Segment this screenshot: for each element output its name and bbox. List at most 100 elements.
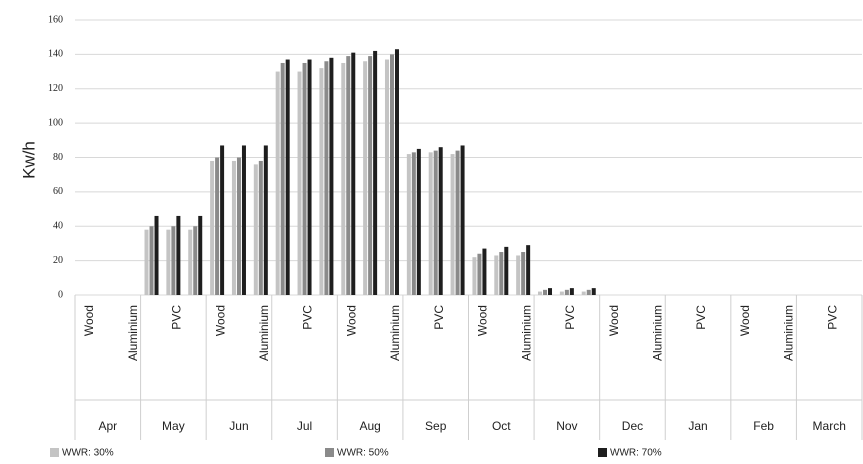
bar — [548, 288, 553, 295]
x-tick-label: Aluminium — [650, 305, 664, 361]
y-tick-label: 120 — [48, 83, 63, 94]
legend-label: WWR: 70% — [610, 448, 662, 459]
bar — [460, 145, 465, 295]
x-tick-label: Wood — [738, 305, 752, 336]
bar — [389, 54, 394, 295]
bar — [494, 255, 499, 295]
y-tick-label: 140 — [48, 49, 63, 60]
bar — [516, 255, 521, 295]
bar — [324, 61, 329, 295]
bar — [341, 62, 346, 295]
x-tick-label: PVC — [694, 305, 708, 330]
legend-label: WWR: 50% — [337, 448, 389, 459]
bar — [171, 226, 176, 295]
x-tick-label: Aluminium — [257, 305, 271, 361]
x-tick-label: Aluminium — [388, 305, 402, 361]
y-tick-label: 0 — [58, 289, 63, 300]
month-label: Feb — [753, 419, 774, 433]
bar — [564, 289, 569, 295]
bar — [210, 160, 215, 295]
bar — [477, 253, 482, 295]
x-tick-label: Wood — [476, 305, 490, 336]
bar — [504, 246, 509, 295]
bar — [176, 215, 181, 295]
y-tick-label: 60 — [53, 186, 63, 197]
bar — [569, 288, 574, 295]
bar — [275, 71, 280, 295]
bar — [329, 57, 334, 295]
month-label: Nov — [556, 419, 577, 433]
bar — [368, 56, 373, 295]
bar — [521, 252, 526, 295]
bar — [394, 49, 399, 295]
legend-label: WWR: 30% — [62, 448, 114, 459]
month-label: Dec — [622, 419, 643, 433]
y-tick-label: 100 — [48, 117, 63, 128]
y-tick-label: 40 — [53, 221, 63, 232]
x-tick-label: PVC — [170, 305, 184, 330]
bar — [302, 62, 307, 295]
bar — [351, 52, 356, 295]
bar — [482, 248, 487, 295]
x-tick-label: Aluminium — [126, 305, 140, 361]
bar — [373, 50, 378, 295]
x-tick-label: PVC — [301, 305, 315, 330]
x-tick-label: Aluminium — [782, 305, 796, 361]
bar — [499, 252, 504, 295]
bar — [297, 71, 302, 295]
month-label: Oct — [492, 419, 511, 433]
bar — [215, 157, 220, 295]
bar — [285, 59, 290, 295]
bar — [455, 150, 460, 295]
bar — [236, 157, 241, 295]
bar — [406, 154, 411, 295]
bar — [384, 59, 389, 295]
bar — [581, 291, 586, 295]
bar — [198, 215, 203, 295]
month-label: May — [162, 419, 185, 433]
bar — [154, 215, 159, 295]
bar — [280, 62, 285, 295]
x-tick-label: Aluminium — [519, 305, 533, 361]
bar — [591, 288, 596, 295]
bar — [144, 229, 149, 295]
bar — [538, 291, 543, 295]
bar — [307, 59, 312, 295]
y-tick-label: 160 — [48, 14, 63, 25]
y-tick-label: 80 — [53, 152, 63, 163]
month-label: Sep — [425, 419, 447, 433]
bar — [193, 226, 198, 295]
legend-swatch — [598, 448, 607, 457]
month-label: Aug — [359, 419, 380, 433]
month-label: Apr — [98, 419, 117, 433]
bar — [263, 145, 268, 295]
bar — [428, 152, 433, 295]
bar — [363, 61, 368, 295]
bar — [450, 154, 455, 295]
month-label: March — [813, 419, 846, 433]
bar — [472, 257, 477, 295]
bar — [220, 145, 225, 295]
bar — [149, 226, 154, 295]
bar — [433, 150, 438, 295]
bar — [438, 147, 443, 295]
month-label: Jan — [688, 419, 707, 433]
x-tick-label: PVC — [825, 305, 839, 330]
bar — [188, 229, 193, 295]
x-tick-label: PVC — [563, 305, 577, 330]
bar — [586, 289, 591, 295]
bar — [253, 164, 258, 295]
bar — [416, 148, 421, 295]
x-tick-label: Wood — [344, 305, 358, 336]
bar — [231, 160, 236, 295]
bar — [559, 291, 564, 295]
month-label: Jul — [297, 419, 312, 433]
x-tick-label: Wood — [607, 305, 621, 336]
legend-swatch — [325, 448, 334, 457]
x-tick-label: Wood — [82, 305, 96, 336]
x-tick-label: Wood — [213, 305, 227, 336]
y-axis-label: Kw/h — [19, 141, 38, 179]
bar — [411, 152, 416, 295]
legend-swatch — [50, 448, 59, 457]
